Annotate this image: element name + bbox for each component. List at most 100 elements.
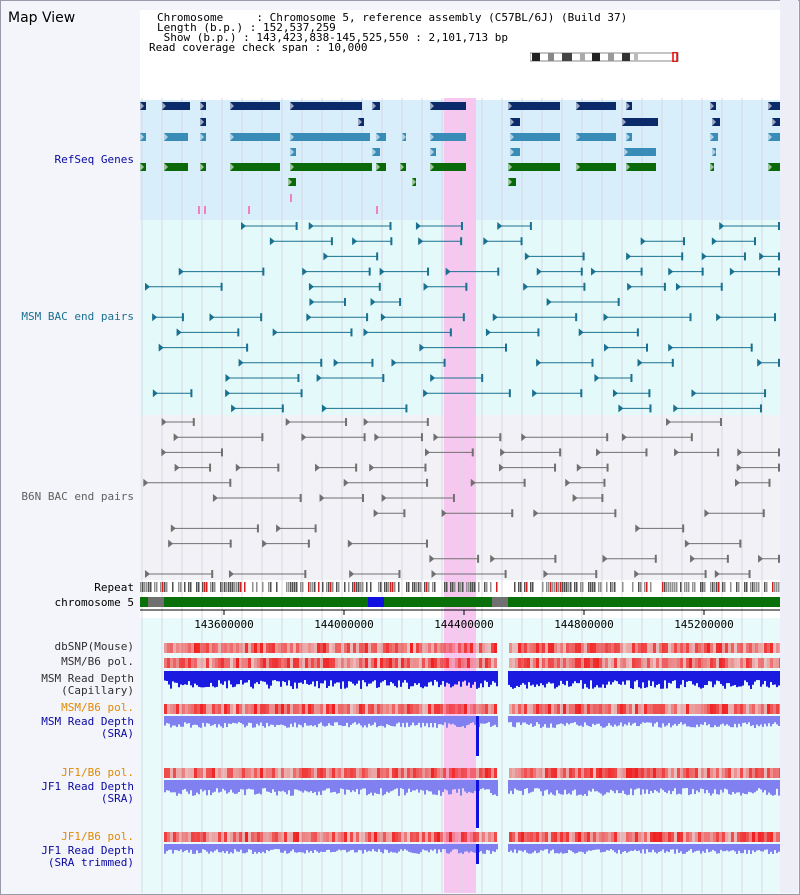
track-label-repeat[interactable]: Repeat [94,581,134,594]
msm-b6-pol-bar [446,658,449,668]
jf1-b6-pol2-bar [656,832,659,842]
jf1-b6-pol2-bar [179,832,182,842]
msm-b6-pol-bar [740,658,743,668]
track-label-dbsnp[interactable]: dbSNP(Mouse) [54,640,134,653]
msm-bac-pair-end [423,389,429,398]
chromosome-track[interactable] [140,597,780,607]
msm-b6-pol-bar [419,658,422,668]
jf1-b6-pol-bar [392,768,395,778]
msm-b6-pol-bar [347,658,350,668]
jf1-depth-sra-bar [212,780,214,793]
jf1-depth-trim-bar [538,844,540,853]
dbsnp-bar [407,643,410,653]
msm-bac-pair-end [778,267,780,276]
b6n-bac-track[interactable] [143,418,780,578]
msm-bac-track[interactable] [145,222,780,413]
jf1-depth-sra-bar [584,780,586,795]
polymorphism-depth-tracks[interactable] [164,643,780,864]
track-label-jf1-b6-pol[interactable]: JF1/B6 pol. [61,766,134,779]
msm-depth-capillary-bar [454,671,456,685]
dbsnp-bar [377,643,380,653]
track-label-msm-depth-sra[interactable]: MSM Read Depth (SRA) [41,715,134,740]
track-label-chromosome[interactable]: chromosome 5 [54,596,134,609]
jf1-b6-pol-bar [335,768,338,778]
msm-b6-pol2-bar [251,704,254,714]
msm-b6-pol2-bar [647,704,650,714]
info-coverage-span: Read coverage check span : 10,000 [149,41,368,54]
msm-b6-pol-bar [728,658,731,668]
jf1-depth-trim-bar [388,844,390,853]
jf1-b6-pol-bar [290,768,293,778]
msm-b6-pol2-bar [263,704,266,714]
jf1-b6-pol-bar [698,768,701,778]
gene-strand-arrow [712,148,716,156]
jf1-depth-trim-bar [344,844,346,850]
msm-depth-sra-bar [342,716,344,727]
genome-browser-canvas[interactable]: 143600000 144000000 144400000 144800000 1452… [140,98,780,893]
jf1-b6-pol-bar [722,768,725,778]
msm-b6-pol2-bar [224,704,227,714]
repeat-element [172,582,174,592]
b6n-bac-pair-end [431,570,437,578]
msm-depth-capillary-bar [426,671,428,687]
msm-depth-sra-bar [276,716,278,725]
jf1-depth-sra-bar [382,780,384,796]
msm-b6-pol-bar [353,658,356,668]
msm-bac-pair-end [237,328,240,337]
jf1-depth-sra-bar [218,780,220,793]
jf1-depth-sra-bar [536,780,538,789]
msm-depth-capillary-bar [422,671,424,689]
jf1-b6-pol2-bar [647,832,650,842]
msm-depth-sra-bar [218,716,220,725]
track-label-msm-b6-pol-2[interactable]: MSM/B6 pol. [61,701,134,714]
jf1-b6-pol2-bar [740,832,743,842]
msm-depth-sra-bar [512,716,514,727]
refseq-genes-track[interactable] [140,102,780,214]
jf1-depth-sra-bar [522,780,524,795]
repeat-element [546,582,548,592]
msm-depth-capillary-bar [390,671,392,682]
b6n-bac-pair-end [490,554,496,563]
track-label-refseq[interactable]: RefSeq Genes [54,153,134,166]
track-label-msm-b6-pol[interactable]: MSM/B6 pol. [61,655,134,668]
msm-depth-sra-bar [354,716,356,723]
jf1-depth-sra-bar [176,780,178,796]
msm-depth-capillary-bar [546,671,548,684]
jf1-b6-pol-bar [680,768,683,778]
jf1-b6-pol2-bar [383,832,386,842]
track-label-jf1-depth-sra[interactable]: JF1 Read Depth (SRA) [41,780,134,805]
dbsnp-bar [674,643,677,653]
track-label-jf1-depth-trimmed[interactable]: JF1 Read Depth (SRA trimmed) [41,844,134,869]
jf1-depth-trim-bar [682,844,684,854]
jf1-b6-pol2-bar [320,832,323,842]
jf1-depth-trim-bar [632,844,634,852]
dbsnp-bar [533,643,536,653]
jf1-b6-pol2-bar [203,832,206,842]
msm-depth-capillary-bar [758,671,760,681]
jf1-b6-pol2-bar [596,832,599,842]
gene-strand-arrow [508,163,512,171]
msm-bac-pair-end [523,282,529,291]
chromosome-ideogram[interactable] [530,52,680,62]
track-label-jf1-b6-pol-2[interactable]: JF1/B6 pol. [61,830,134,843]
msm-b6-pol-bar [200,658,203,668]
gene-strand-arrow [710,102,714,110]
msm-depth-sra-bar [176,716,178,728]
track-label-msm-bac[interactable]: MSM BAC end pairs [21,310,134,323]
msm-depth-capillary-bar [464,671,466,681]
jf1-b6-pol2-bar [563,832,566,842]
track-label-msm-depth-capillary[interactable]: MSM Read Depth (Capillary) [41,672,134,697]
msm-depth-sra-bar [420,716,422,728]
msm-depth-capillary-bar [484,671,486,681]
jf1-b6-pol2-bar [392,832,395,842]
msm-b6-pol-bar [587,658,590,668]
msm-b6-pol-bar [335,658,338,668]
jf1-depth-trim-bar [726,844,728,851]
repeat-element [408,582,410,592]
jf1-depth-trim-bar [650,844,652,853]
jf1-depth-trim-bar [404,844,406,850]
repeat-track[interactable] [140,582,780,592]
msm-bac-pair-end [594,374,600,382]
msm-depth-sra-bar [298,716,300,725]
track-label-b6n-bac[interactable]: B6N BAC end pairs [21,490,134,503]
